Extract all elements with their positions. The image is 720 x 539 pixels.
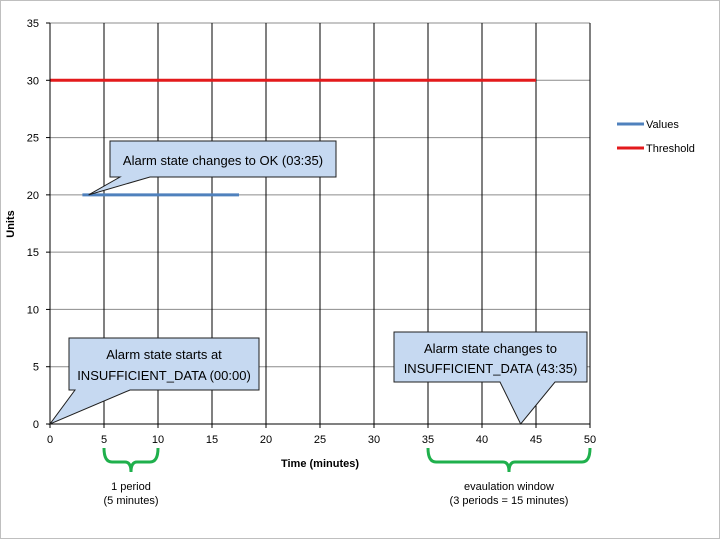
x-tick-label: 10 (152, 434, 164, 446)
y-tick-label: 25 (27, 133, 39, 145)
y-tick-label: 30 (27, 75, 39, 87)
x-tick-label: 30 (368, 434, 380, 446)
x-tick-label: 25 (314, 434, 326, 446)
callout-start-text: INSUFFICIENT_DATA (00:00) (77, 368, 251, 383)
bracket-window-label: evaulation window (464, 481, 554, 493)
x-axis-title: Time (minutes) (281, 458, 359, 470)
x-tick-label: 40 (476, 434, 488, 446)
y-axis-title: Units (5, 210, 17, 238)
y-tick-label: 5 (33, 362, 39, 374)
callout-start-text: Alarm state starts at (106, 347, 222, 362)
callout-start (48, 337, 260, 426)
bracket-window-label: (3 periods = 15 minutes) (450, 495, 569, 507)
legend-label-threshold: Threshold (646, 143, 695, 155)
x-tick-label: 20 (260, 434, 272, 446)
series-layer (50, 78, 536, 197)
x-tick-label: 15 (206, 434, 218, 446)
callouts: Alarm state changes to OK (03:35) Alarm s… (48, 140, 588, 426)
y-tick-label: 0 (33, 419, 39, 431)
tick-labels: 0 5 10 15 20 25 30 35 0 5 10 15 20 25 30 35 40 45 50 (27, 18, 596, 446)
y-tick-label: 35 (27, 18, 39, 30)
y-tick-label: 15 (27, 247, 39, 259)
brackets: 1 period (5 minutes) evaulation window (3 p… (102, 447, 592, 507)
callout-ok (88, 140, 337, 196)
x-tick-label: 50 (584, 434, 596, 446)
y-tick-label: 20 (27, 190, 39, 202)
x-tick-label: 0 (47, 434, 53, 446)
axes (46, 22, 591, 428)
bracket-window (426, 447, 592, 473)
legend: Values Threshold (617, 119, 695, 155)
legend-label-values: Values (646, 119, 679, 131)
callout-ok-text: Alarm state changes to OK (03:35) (123, 153, 323, 168)
x-tick-label: 5 (101, 434, 107, 446)
x-tick-label: 35 (422, 434, 434, 446)
y-tick-label: 10 (27, 304, 39, 316)
callout-end-text: INSUFFICIENT_DATA (43:35) (404, 361, 578, 376)
bracket-period (102, 447, 160, 473)
callout-end (393, 331, 588, 425)
bracket-period-label: (5 minutes) (103, 495, 158, 507)
callout-end-text: Alarm state changes to (424, 341, 557, 356)
x-tick-label: 45 (530, 434, 542, 446)
bracket-period-label: 1 period (111, 481, 151, 493)
